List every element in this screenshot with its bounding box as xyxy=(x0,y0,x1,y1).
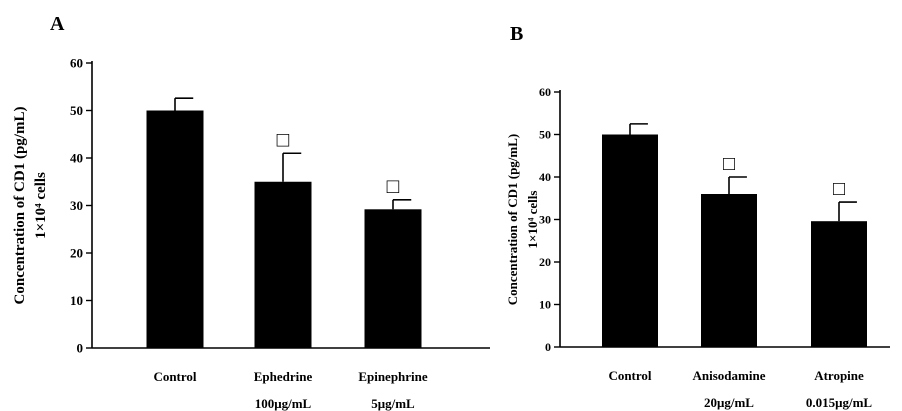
panel-a-label: A xyxy=(50,13,65,35)
panel-b-category-label-anisodamine: Anisodamine xyxy=(693,368,766,383)
panel-a-y-tick-label: 60 xyxy=(70,56,83,71)
panel-a-y-tick-label: 10 xyxy=(70,293,83,308)
panel-b-y-tick-label: 60 xyxy=(539,85,551,99)
panel-a-y-axis-unit: 1×10⁴ cells xyxy=(33,172,49,239)
panel-a-category-label-ephedrine: Ephedrine xyxy=(254,369,313,384)
panel-a-chart: A 0 10 20 30 40 50 60 Concentration of CD1 (pg/… xyxy=(12,13,490,411)
panel-a-bar-control xyxy=(146,110,204,348)
panel-a-y-tick-label: 30 xyxy=(70,198,83,213)
panel-b-y-tick-label: 40 xyxy=(539,170,551,184)
panel-a-y-axis-title: Concentration of CD1 (pg/mL) xyxy=(12,107,28,305)
panel-a-category-label-epinephrine: Epinephrine xyxy=(358,369,428,384)
panel-a-dose-label-ephedrine: 100μg/mL xyxy=(255,396,312,411)
panel-a-y-tick-label: 0 xyxy=(77,341,84,356)
panel-a-bar-ephedrine xyxy=(254,181,312,348)
panel-b-y-tick-label: 10 xyxy=(539,298,551,312)
panel-a-dose-label-epinephrine: 5μg/mL xyxy=(371,396,415,411)
panel-a-category-label-control: Control xyxy=(153,369,196,384)
panel-b-dose-label-anisodamine: 20μg/mL xyxy=(704,395,754,410)
panel-b-chart: B 0 10 20 30 40 50 60 Concentration of CD1 (pg/… xyxy=(505,23,890,410)
panel-b-dose-label-atropine: 0.015μg/mL xyxy=(806,395,873,410)
panel-b-y-tick-label: 30 xyxy=(539,213,551,227)
panel-b-y-tick-label: 20 xyxy=(539,255,551,269)
panel-b-category-label-control: Control xyxy=(608,368,651,383)
panel-b-y-axis-title: Concentration of CD1 (pg/mL) xyxy=(505,134,520,306)
panel-b-y-tick-label: 0 xyxy=(545,340,551,354)
panel-b-significance-marker-anisodamine: □ xyxy=(723,153,735,175)
panel-b-label: B xyxy=(510,23,523,45)
panel-a-y-tick-label: 40 xyxy=(70,151,83,166)
panel-a-y-tick-label: 20 xyxy=(70,246,83,261)
panel-a-bar-epinephrine xyxy=(364,209,422,348)
panel-b-category-label-atropine: Atropine xyxy=(814,368,864,383)
panel-b-y-axis-unit: 1×10⁴ cells xyxy=(525,191,540,249)
panel-b-bar-atropine xyxy=(811,221,867,347)
panel-a-significance-marker-epinephrine: □ xyxy=(387,174,400,198)
panel-a-y-tick-label: 50 xyxy=(70,103,83,118)
panel-a-significance-marker-ephedrine: □ xyxy=(277,127,290,151)
panel-b-bar-control xyxy=(602,134,658,347)
panel-b-y-tick-label: 50 xyxy=(539,128,551,142)
panel-b-bar-anisodamine xyxy=(701,194,757,347)
panel-b-significance-marker-atropine: □ xyxy=(833,178,845,200)
